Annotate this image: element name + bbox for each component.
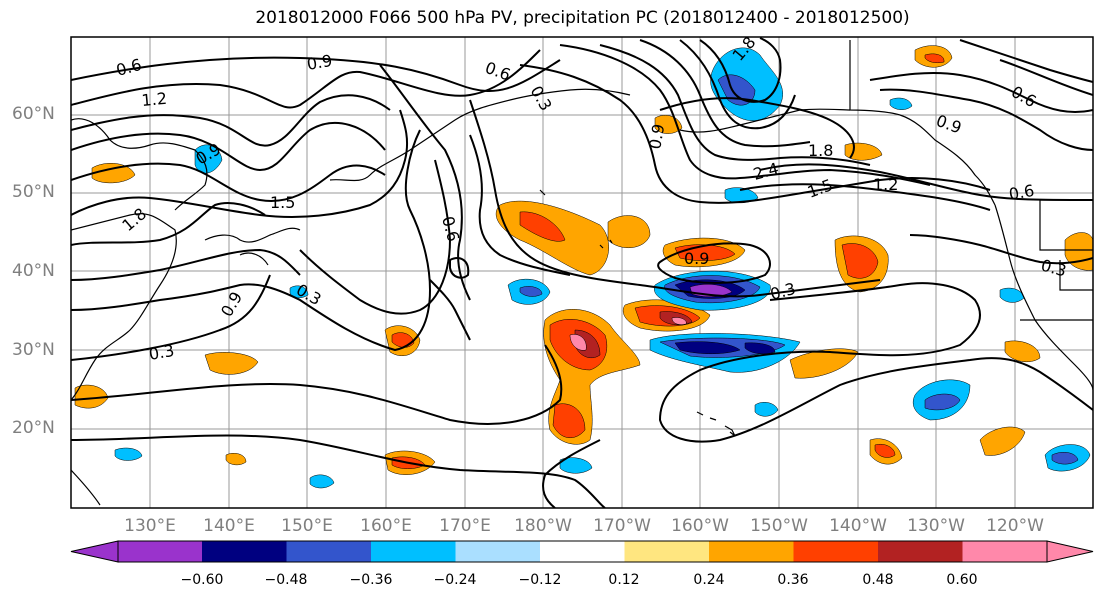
precip-area <box>74 384 109 409</box>
colorbar-segment <box>286 541 371 562</box>
contour-label: 0.3 <box>293 280 325 309</box>
contour-label: 0.3 <box>527 83 556 115</box>
contour-label: 0.9 <box>645 122 668 150</box>
colorbar-tick-label: −0.60 <box>180 572 224 588</box>
colorbar-segment <box>793 541 878 562</box>
lon-label: 180°W <box>514 516 572 536</box>
contour-label: 1.8 <box>118 204 150 235</box>
contour-label: 1.2 <box>873 175 898 194</box>
precip-area <box>671 317 687 325</box>
precip-area <box>1051 452 1079 465</box>
colorbar-tick-label: −0.36 <box>349 572 393 588</box>
colorbar <box>70 540 1094 563</box>
precip-area <box>754 402 779 417</box>
colorbar-tick-label: 0.60 <box>946 572 978 588</box>
colorbar-tick-label: 0.36 <box>777 572 809 588</box>
colorbar-tick-label: 0.12 <box>608 572 640 588</box>
precip-area <box>91 163 136 184</box>
coastlines <box>71 40 1093 506</box>
lat-label: 50°N <box>12 182 55 202</box>
precip-area <box>744 342 776 355</box>
precip-area <box>924 393 961 411</box>
contour-label: 0.6 <box>483 58 513 85</box>
map-frame <box>70 36 1094 509</box>
lon-label: 130°W <box>907 516 965 536</box>
contour-label: 0.9 <box>684 249 709 268</box>
map-title: 2018012000 F066 500 hPa PV, precipitatio… <box>255 8 910 28</box>
precip-area <box>552 403 586 438</box>
precip-shading <box>74 45 1093 489</box>
precip-area <box>979 426 1026 456</box>
colorbar-segment <box>540 541 625 562</box>
lon-label: 170°W <box>593 516 651 536</box>
lon-label: 160°W <box>671 516 729 536</box>
colorbar-tick-label: −0.12 <box>518 572 562 588</box>
precip-area <box>1004 340 1041 363</box>
contour-label: 0.3 <box>1039 256 1069 281</box>
colorbar-segment <box>878 541 963 562</box>
lat-label: 30°N <box>12 340 55 360</box>
contour-label: 0.6 <box>114 55 144 80</box>
colorbar-segment <box>1046 540 1094 563</box>
precip-area <box>924 53 945 64</box>
contour-label: 1.2 <box>141 89 168 110</box>
lon-label: 140°E <box>203 516 255 536</box>
lon-label: 150°W <box>750 516 808 536</box>
precip-area <box>204 352 259 375</box>
colorbar-segment <box>371 541 456 562</box>
contour-label: 1.5 <box>805 175 835 202</box>
contour-label: 0.6 <box>438 214 463 244</box>
colorbar-segment <box>202 541 287 562</box>
colorbar-tick-label: −0.48 <box>264 572 308 588</box>
colorbar-segment <box>118 541 202 562</box>
precip-area <box>114 447 143 461</box>
lon-label: 160°E <box>360 516 412 536</box>
lat-label: 20°N <box>12 418 55 438</box>
contour-label: 0.6 <box>1008 82 1040 111</box>
lat-label: 60°N <box>12 104 55 124</box>
precip-area <box>569 334 587 351</box>
contour-label: 1.5 <box>270 193 295 212</box>
precip-area <box>309 474 335 489</box>
precip-area <box>607 215 651 248</box>
colorbar-tick-label: −0.24 <box>433 572 477 588</box>
contour-label: 0.6 <box>1007 181 1035 204</box>
colorbar-segment <box>709 541 794 562</box>
contour-label: 2.4 <box>751 159 781 184</box>
lon-label: 170°E <box>439 516 491 536</box>
colorbar-segment <box>962 541 1047 562</box>
pv-contours <box>71 37 1093 508</box>
precip-area <box>1064 232 1093 271</box>
precip-area <box>841 243 879 279</box>
precip-area <box>559 457 593 474</box>
precip-area <box>519 286 543 297</box>
colorbar-tick-label: 0.24 <box>693 572 725 588</box>
contour-label: 0.3 <box>147 341 175 364</box>
precip-area <box>225 453 247 466</box>
contour-label: 0.9 <box>217 288 246 320</box>
colorbar-tick-label: 0.48 <box>862 572 894 588</box>
contour-label: 0.3 <box>768 279 798 304</box>
contour-label: 0.9 <box>305 51 333 74</box>
colorbar-outline <box>117 540 1048 563</box>
precip-area <box>874 444 896 458</box>
lon-label: 150°E <box>281 516 333 536</box>
precip-area <box>519 211 566 242</box>
lon-label: 130°E <box>124 516 176 536</box>
lon-label: 120°W <box>986 516 1044 536</box>
colorbar-segment <box>455 541 540 562</box>
colorbar-segment <box>624 541 709 562</box>
lat-label: 40°N <box>12 261 55 281</box>
precip-area <box>724 187 759 204</box>
precip-area <box>674 341 741 354</box>
colorbar-segment <box>70 540 119 563</box>
contour-label: 1.8 <box>808 141 833 160</box>
lon-label: 140°W <box>829 516 887 536</box>
precip-area <box>889 97 913 110</box>
